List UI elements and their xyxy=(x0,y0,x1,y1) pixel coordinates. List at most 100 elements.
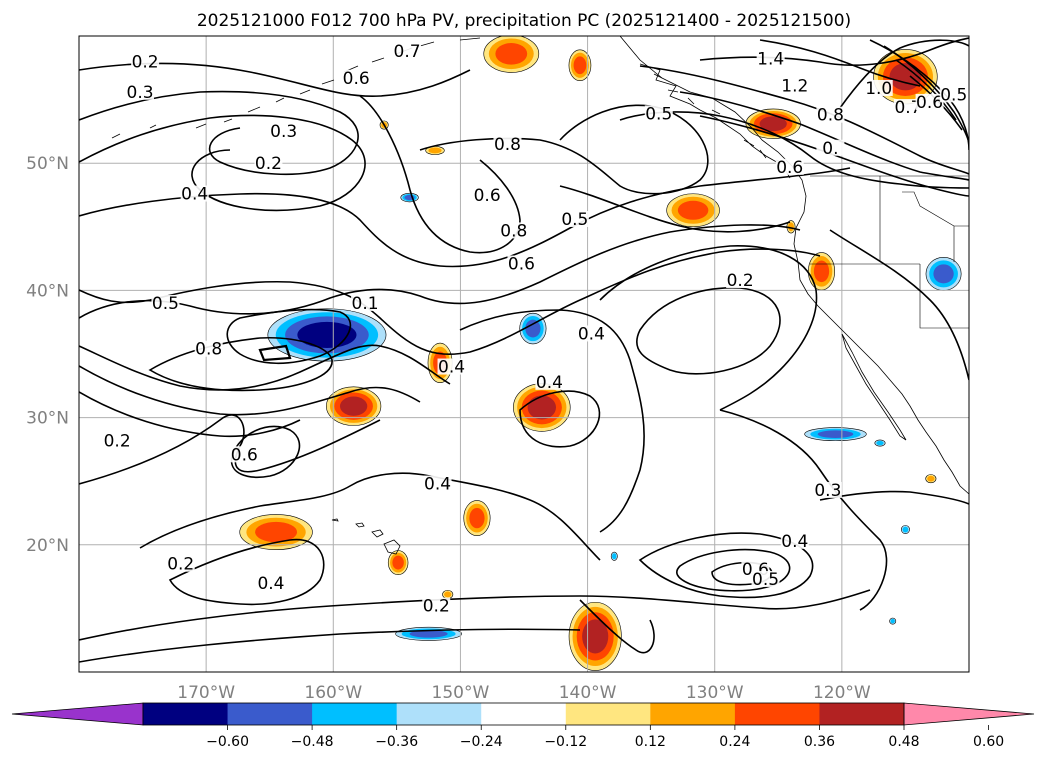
colorbar-tick-label: −0.60 xyxy=(206,734,249,750)
positive-precip-area xyxy=(927,475,935,482)
contour-label-bg xyxy=(499,222,528,239)
contour-label: 0.2 xyxy=(167,555,194,575)
contour-line xyxy=(79,167,851,268)
contour-label-bg xyxy=(351,294,380,311)
contour-label: 0.5 xyxy=(752,570,779,590)
colorbar-tick-label: −0.24 xyxy=(460,734,503,750)
contour-label: 0.6 xyxy=(776,158,803,178)
contour-line xyxy=(895,59,957,121)
negative-precip-area xyxy=(297,321,357,349)
contour-line xyxy=(638,532,814,599)
contour-line xyxy=(359,95,521,254)
positive-precip-area xyxy=(582,619,609,654)
contour-line xyxy=(579,599,655,654)
x-tick-label: 140°W xyxy=(559,683,617,703)
y-tick-label: 20°N xyxy=(26,536,69,556)
contour-label-bg xyxy=(180,185,209,202)
x-tick-label: 170°W xyxy=(177,683,235,703)
x-tick-label: 150°W xyxy=(432,683,490,703)
colorbar-extend-low xyxy=(11,702,144,726)
contour-line xyxy=(839,39,969,109)
colorbar-segment xyxy=(312,703,398,725)
us-state-borders xyxy=(810,175,969,329)
contour-label-bg xyxy=(507,255,536,272)
contour-label-bg xyxy=(864,79,893,96)
contour-label: 0.1 xyxy=(352,294,379,314)
contour-label-bg xyxy=(269,123,298,140)
contour-label: 0.6 xyxy=(231,445,258,465)
contour-label-bg xyxy=(751,570,780,587)
negative-precip-area xyxy=(890,618,895,624)
contour-label-bg xyxy=(816,106,845,123)
contour-line xyxy=(79,90,359,175)
colorbar-tick-label: 0.24 xyxy=(719,734,750,750)
contour-label-bg xyxy=(816,139,845,156)
colorbar-ticks: −0.60 −0.48 −0.36 −0.24 −0.12 0.12 0.24 0.36 0.4… xyxy=(206,725,1004,750)
contour-label: 0.4 xyxy=(424,475,451,495)
contour-label: 0.5 xyxy=(561,210,588,230)
positive-precip-area xyxy=(444,591,452,598)
north-america-coastline xyxy=(619,36,969,495)
contour-label-bg xyxy=(535,373,564,390)
contour-label: 0.6 xyxy=(474,186,501,206)
colorbar-segment xyxy=(734,703,820,725)
colorbar-segment xyxy=(481,703,567,725)
negative-precip-area xyxy=(902,526,909,533)
positive-precip-area xyxy=(677,200,709,220)
contour-label-bg xyxy=(473,186,502,203)
contour-label-bg xyxy=(422,597,451,614)
contour-label: 0.3 xyxy=(814,481,841,501)
contour-label: 0. xyxy=(822,139,838,159)
colorbar-tick-label: −0.12 xyxy=(544,734,587,750)
x-tick-label: 160°W xyxy=(304,683,362,703)
contour-label-bg xyxy=(726,272,755,289)
colorbar-segment xyxy=(227,703,313,725)
contour-label-bg xyxy=(437,358,466,375)
colorbar-tick-label: −0.36 xyxy=(375,734,418,750)
contour-label: 0.2 xyxy=(255,154,282,174)
colorbar-tick-label: −0.48 xyxy=(291,734,334,750)
contour-label: 0.2 xyxy=(423,597,450,617)
positive-precip-area xyxy=(788,222,794,232)
baja-california-coastline xyxy=(841,333,907,441)
map-panel: 0.2 0.3 0.6 0.3 0.2 0.4 0.5 0.8 0.1 0.2 0.6 0.2 0.4 0… xyxy=(79,36,969,672)
positive-precip-area xyxy=(339,396,368,416)
contour-labels: 0.2 0.3 0.6 0.3 0.2 0.4 0.5 0.8 0.1 0.2 0.6 0.2 0.4 0… xyxy=(103,42,968,617)
colorbar-tick-label: 0.48 xyxy=(888,734,919,750)
contour-label: 0.4 xyxy=(536,373,563,393)
contour-line xyxy=(79,589,871,641)
colorbar-tick-label: 0.60 xyxy=(973,734,1004,750)
contour-label-bg xyxy=(756,50,785,67)
contour-line xyxy=(139,472,601,561)
x-tick-label: 130°W xyxy=(686,683,744,703)
contour-label: 0.6 xyxy=(508,255,535,275)
contour-label: 0.4 xyxy=(257,574,284,594)
hawaii-islands xyxy=(331,518,401,555)
contour-label: 0.4 xyxy=(181,185,208,205)
colorbar-segment xyxy=(565,703,651,725)
colorbar: −0.60 −0.48 −0.36 −0.24 −0.12 0.12 0.24 0.36 0.4… xyxy=(11,702,1035,750)
contour-label: 0.8 xyxy=(500,221,527,241)
contour-label-bg xyxy=(254,155,283,172)
negative-precip-area xyxy=(612,553,617,560)
contour-label-bg xyxy=(166,555,195,572)
contour-label: 0.8 xyxy=(195,340,222,360)
contour-label: 0.5 xyxy=(152,294,179,314)
contour-label: 0.5 xyxy=(645,104,672,124)
positive-precip-area xyxy=(759,116,787,132)
colorbar-tick-label: 0.12 xyxy=(635,734,666,750)
contour-line xyxy=(79,344,451,391)
contour-line xyxy=(599,245,818,411)
contour-label: 0.2 xyxy=(727,271,754,291)
contour-line xyxy=(79,628,581,663)
contour-label: 1.0 xyxy=(865,79,892,99)
contour-label: 0.3 xyxy=(270,122,297,142)
contour-label-bg xyxy=(423,475,452,492)
colorbar-segment xyxy=(650,703,736,725)
contour-line xyxy=(819,490,969,505)
contour-line xyxy=(79,414,381,485)
contour-label-bg xyxy=(577,325,606,342)
y-tick-label: 50°N xyxy=(26,154,69,174)
contour-label-bg xyxy=(493,135,522,152)
map-frame xyxy=(78,35,970,673)
